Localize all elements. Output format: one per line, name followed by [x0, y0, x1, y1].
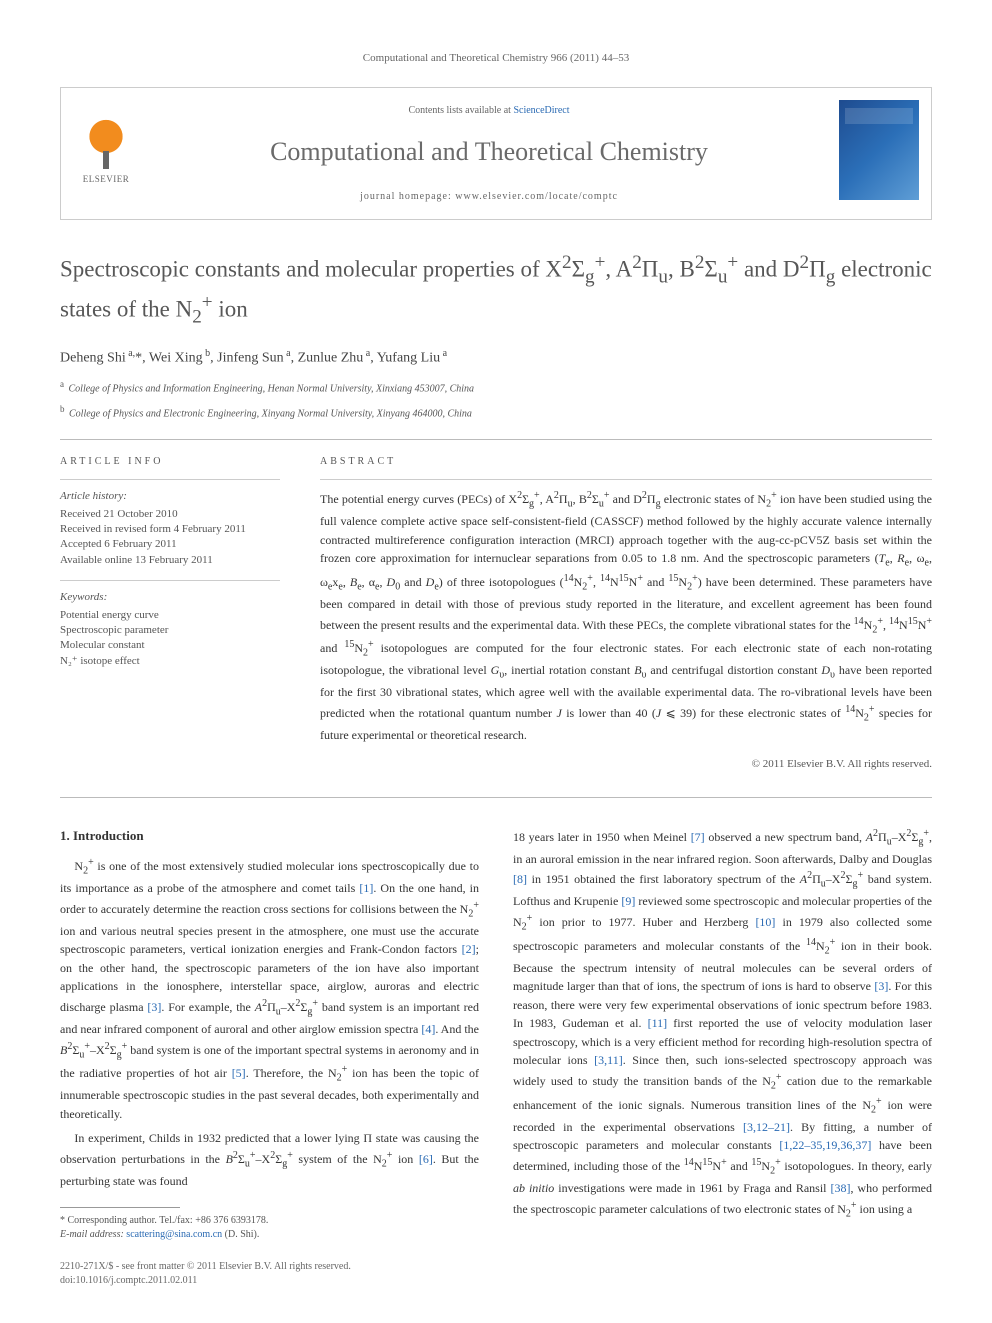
elsevier-label: ELSEVIER	[83, 173, 130, 187]
journal-header-box: ELSEVIER Contents lists available at Sci…	[60, 87, 932, 220]
abstract-column: ABSTRACT The potential energy curves (PE…	[320, 454, 932, 773]
history-line-2: Accepted 6 February 2011	[60, 537, 280, 552]
aff-sup-b: b	[60, 404, 65, 414]
history-line-1: Received in revised form 4 February 2011	[60, 522, 280, 537]
homepage-prefix: journal homepage:	[360, 191, 455, 202]
body-para-2: In experiment, Childs in 1932 predicted …	[60, 1129, 479, 1190]
journal-cover-thumbnail	[839, 100, 919, 200]
body-two-column: 1. Introduction N2+ is one of the most e…	[60, 826, 932, 1288]
aff-sup-a: a	[60, 379, 64, 389]
journal-reference: Computational and Theoretical Chemistry …	[60, 50, 932, 67]
homepage-url: www.elsevier.com/locate/comptc	[455, 191, 618, 202]
article-title: Spectroscopic constants and molecular pr…	[60, 250, 932, 330]
abstract-head: ABSTRACT	[320, 454, 932, 469]
affiliation-b: b College of Physics and Electronic Engi…	[60, 403, 932, 421]
footer-line-1: 2210-271X/$ - see front matter © 2011 El…	[60, 1260, 479, 1274]
contents-available-line: Contents lists available at ScienceDirec…	[161, 103, 817, 118]
meta-abstract-row: ARTICLE INFO Article history: Received 2…	[60, 454, 932, 773]
email-label: E-mail address:	[60, 1229, 124, 1240]
keywords-head: Keywords:	[60, 589, 280, 606]
aff-text-b: College of Physics and Electronic Engine…	[69, 408, 472, 419]
affiliation-block: a College of Physics and Information Eng…	[60, 378, 932, 421]
divider-top	[60, 439, 932, 440]
body-para-3: 18 years later in 1950 when Meinel [7] o…	[513, 826, 932, 1222]
author-list: Deheng Shi a,*, Wei Xing b, Jinfeng Sun …	[60, 346, 932, 369]
abstract-copyright: © 2011 Elsevier B.V. All rights reserved…	[320, 756, 932, 773]
email-who: (D. Shi).	[225, 1229, 260, 1240]
elsevier-logo: ELSEVIER	[61, 88, 151, 219]
footnote-rule	[60, 1207, 180, 1208]
keyword-0: Potential energy curve	[60, 608, 280, 623]
header-center: Contents lists available at ScienceDirec…	[151, 88, 827, 219]
article-info-column: ARTICLE INFO Article history: Received 2…	[60, 454, 280, 773]
keyword-1: Spectroscopic parameter	[60, 623, 280, 638]
corresponding-author-footnote: * Corresponding author. Tel./fax: +86 37…	[60, 1214, 479, 1242]
email-line: E-mail address: scattering@sina.com.cn (…	[60, 1228, 479, 1242]
aff-text-a: College of Physics and Information Engin…	[69, 384, 475, 395]
abstract-text: The potential energy curves (PECs) of X2…	[320, 488, 932, 744]
article-info-head: ARTICLE INFO	[60, 454, 280, 469]
keyword-3: N₂⁺ isotope effect	[60, 654, 280, 669]
elsevier-tree-icon	[81, 119, 131, 169]
keyword-2: Molecular constant	[60, 638, 280, 653]
journal-name: Computational and Theoretical Chemistry	[161, 132, 817, 171]
history-line-3: Available online 13 February 2011	[60, 553, 280, 568]
corr-author-line: * Corresponding author. Tel./fax: +86 37…	[60, 1214, 479, 1228]
kw-rule	[60, 580, 280, 581]
email-link[interactable]: scattering@sina.com.cn	[126, 1229, 222, 1240]
contents-prefix: Contents lists available at	[408, 105, 513, 116]
journal-homepage-line: journal homepage: www.elsevier.com/locat…	[161, 189, 817, 204]
footer-line-2: doi:10.1016/j.comptc.2011.02.011	[60, 1274, 479, 1288]
abs-rule	[320, 479, 932, 480]
page: Computational and Theoretical Chemistry …	[0, 0, 992, 1318]
front-matter-line: 2210-271X/$ - see front matter © 2011 El…	[60, 1260, 479, 1288]
history-head: Article history:	[60, 488, 280, 505]
divider-bottom	[60, 797, 932, 798]
sciencedirect-link[interactable]: ScienceDirect	[513, 105, 569, 116]
section-1-heading: 1. Introduction	[60, 826, 479, 846]
history-line-0: Received 21 October 2010	[60, 507, 280, 522]
affiliation-a: a College of Physics and Information Eng…	[60, 378, 932, 396]
keywords-block: Keywords: Potential energy curve Spectro…	[60, 589, 280, 669]
body-para-1: N2+ is one of the most extensively studi…	[60, 855, 479, 1123]
info-rule	[60, 479, 280, 480]
